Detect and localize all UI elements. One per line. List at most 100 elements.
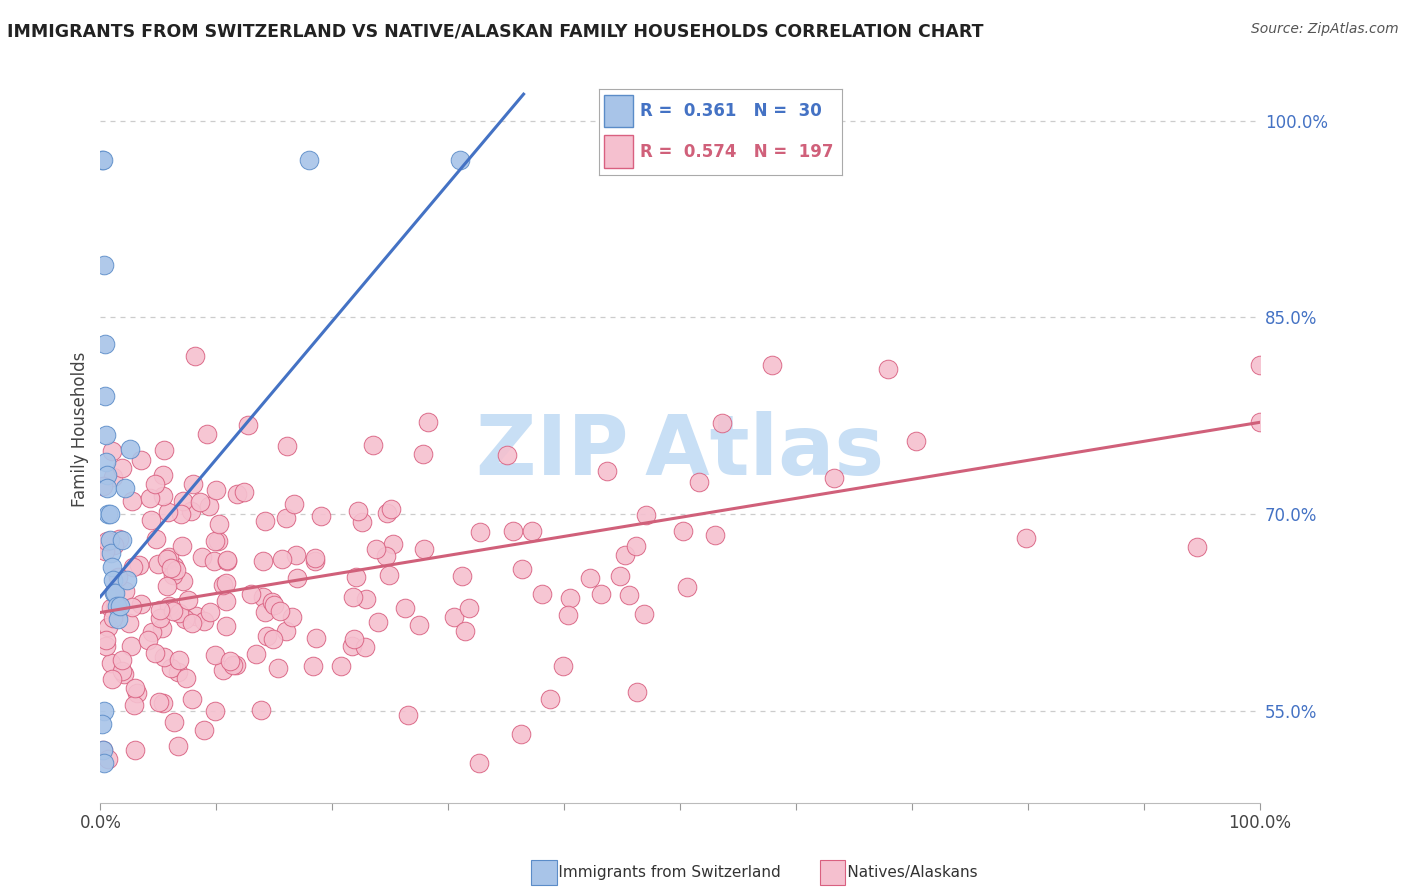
Point [281, 609, 304, 624]
Point [250, 703, 273, 717]
Point [342, 591, 364, 605]
Point [381, 537, 404, 551]
Point [93, 258, 115, 272]
Point [204, 648, 226, 662]
Point [413, 541, 436, 556]
Point [408, 617, 430, 632]
Point [454, 624, 477, 639]
Point [619, 588, 641, 602]
Point [215, 553, 238, 567]
Point [167, 665, 190, 680]
Point [124, 681, 146, 695]
Point [191, 550, 214, 565]
Point [166, 739, 188, 754]
Point [108, 532, 131, 546]
Point [149, 602, 172, 616]
Point [467, 756, 489, 771]
Point [172, 540, 194, 554]
Point [675, 580, 697, 594]
Point [156, 552, 179, 566]
Point [710, 416, 733, 430]
Point [510, 727, 533, 741]
Point [304, 550, 326, 565]
Point [274, 624, 297, 639]
Point [94, 428, 117, 442]
Point [120, 639, 142, 653]
Point [104, 586, 127, 600]
Point [205, 483, 228, 497]
Point [236, 417, 259, 432]
Point [609, 568, 631, 582]
Point [105, 599, 128, 613]
Point [198, 605, 221, 619]
Point [172, 574, 194, 589]
Point [101, 573, 124, 587]
Point [823, 471, 845, 485]
Point [180, 503, 202, 517]
Point [233, 485, 256, 500]
Point [112, 667, 135, 681]
Text: Source: ZipAtlas.com: Source: ZipAtlas.com [1251, 22, 1399, 37]
Point [100, 546, 122, 560]
Point [180, 691, 202, 706]
Point [285, 571, 308, 585]
Point [496, 448, 519, 462]
Point [143, 646, 166, 660]
Point [121, 599, 143, 614]
Point [157, 599, 180, 613]
Point [304, 554, 326, 568]
Point [1015, 531, 1038, 545]
Point [225, 657, 247, 672]
Point [245, 647, 267, 661]
Point [591, 587, 613, 601]
Point [416, 415, 439, 429]
Point [193, 723, 215, 737]
Point [262, 595, 284, 609]
Point [443, 610, 465, 624]
Point [97, 507, 120, 521]
Point [329, 659, 352, 673]
Point [129, 597, 152, 611]
Point [269, 603, 291, 617]
Point [98, 533, 121, 548]
Point [107, 612, 129, 626]
Point [94, 389, 117, 403]
Point [118, 615, 141, 630]
Point [96, 481, 118, 495]
Point [1249, 415, 1271, 429]
Point [226, 486, 249, 500]
Point [100, 601, 122, 615]
Text: ZIP Atlas: ZIP Atlas [477, 411, 884, 491]
Point [197, 499, 219, 513]
Point [160, 661, 183, 675]
Point [104, 599, 127, 613]
Point [252, 590, 274, 604]
Point [180, 615, 202, 630]
Point [195, 427, 218, 442]
Y-axis label: Family Households: Family Households [72, 351, 89, 507]
Point [634, 508, 657, 522]
Point [672, 524, 695, 538]
Point [90, 717, 112, 731]
Point [367, 615, 389, 630]
Point [152, 697, 174, 711]
Point [374, 549, 396, 563]
Point [412, 447, 434, 461]
Point [98, 507, 121, 521]
Point [311, 509, 333, 524]
Point [184, 350, 207, 364]
Point [97, 619, 120, 633]
Point [100, 443, 122, 458]
Point [139, 513, 162, 527]
Point [167, 653, 190, 667]
Point [352, 515, 374, 529]
Point [173, 612, 195, 626]
Point [340, 639, 363, 653]
Point [143, 477, 166, 491]
Point [560, 591, 582, 606]
Point [101, 672, 124, 686]
Point [111, 653, 134, 667]
Point [156, 579, 179, 593]
Point [163, 558, 186, 573]
Point [688, 475, 710, 489]
